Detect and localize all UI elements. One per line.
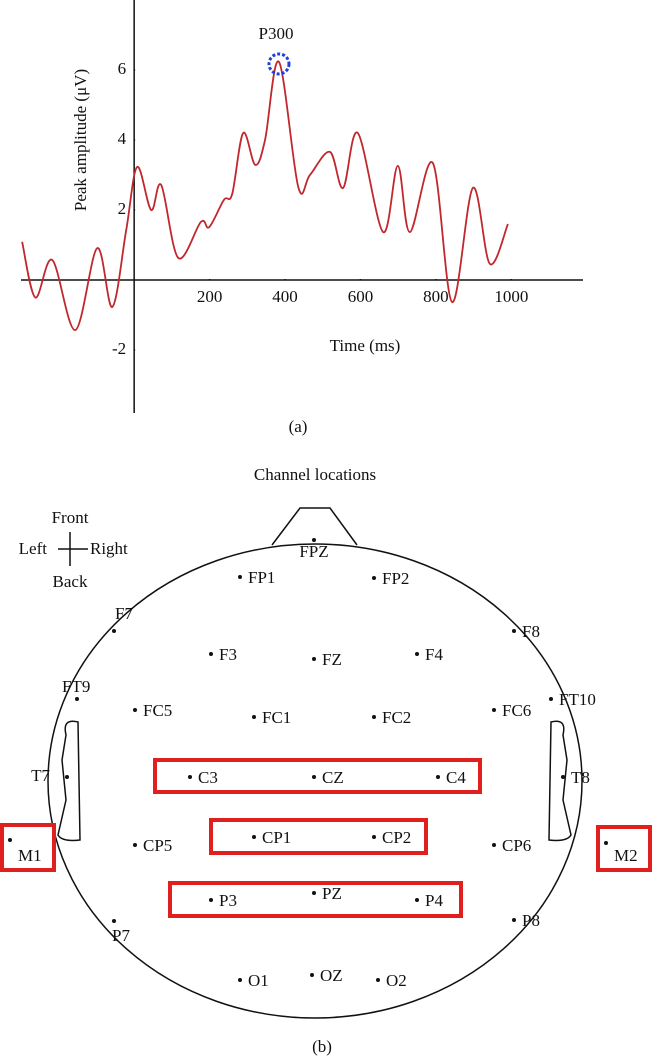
channel-label: T8 <box>571 768 590 787</box>
channel-dot <box>65 775 69 779</box>
channel-dot <box>133 843 137 847</box>
channel-label: F3 <box>219 645 237 664</box>
channel-label: P7 <box>112 926 130 945</box>
channel-label: F8 <box>522 622 540 641</box>
highlight-box <box>153 758 482 794</box>
channel-dot <box>75 697 79 701</box>
highlight-box <box>596 825 652 872</box>
channel-label: CZ <box>322 768 344 787</box>
channel-label: F4 <box>425 645 443 664</box>
highlight-box <box>0 823 56 872</box>
channel-dot <box>252 715 256 719</box>
channel-dot <box>372 576 376 580</box>
compass-label: Right <box>90 539 128 558</box>
channel-label: C4 <box>446 768 466 787</box>
panel-label: (a) <box>289 417 308 436</box>
x-tick-label: 600 <box>348 287 374 306</box>
channel-label: FT10 <box>559 690 596 709</box>
highlight-box <box>168 881 463 918</box>
channel-dot <box>492 843 496 847</box>
x-tick-label: 200 <box>197 287 223 306</box>
channel-dot <box>112 919 116 923</box>
x-tick-label: 800 <box>423 287 449 306</box>
y-axis-label: Peak amplitude (μV) <box>71 69 90 211</box>
channel-dot <box>492 708 496 712</box>
channel-label: CP2 <box>382 828 411 847</box>
channel-dot <box>238 978 242 982</box>
channel-dot <box>209 652 213 656</box>
channel-dot <box>188 775 192 779</box>
y-tick-label: 4 <box>118 129 127 148</box>
channel-label: FP2 <box>382 569 409 588</box>
channel-label: O1 <box>248 971 269 990</box>
channel-dot <box>604 841 608 845</box>
y-tick-label: 6 <box>118 59 127 78</box>
head <box>47 543 583 1019</box>
channel-label: CP5 <box>143 836 172 855</box>
channel-dot <box>238 575 242 579</box>
panel-label: (b) <box>312 1037 332 1056</box>
compass-label: Front <box>52 508 89 527</box>
channel-dot <box>376 978 380 982</box>
channel-dot <box>112 629 116 633</box>
x-tick-label: 400 <box>272 287 298 306</box>
channel-label: P4 <box>425 891 443 910</box>
channel-dot <box>209 898 213 902</box>
channel-label: P3 <box>219 891 237 910</box>
channel-dot <box>312 891 316 895</box>
left-ear <box>57 720 81 842</box>
channel-dot <box>312 775 316 779</box>
channel-label: T7 <box>31 766 50 785</box>
channel-label: P8 <box>522 911 540 930</box>
nose <box>271 507 358 546</box>
channel-label: FC1 <box>262 708 291 727</box>
x-axis-label: Time (ms) <box>330 336 401 355</box>
channel-dot <box>415 898 419 902</box>
channel-dot <box>312 538 316 542</box>
compass-label: Left <box>19 539 48 558</box>
channel-label: F7 <box>115 604 133 623</box>
channel-label: FT9 <box>62 677 90 696</box>
channel-dot <box>372 715 376 719</box>
channel-dot <box>252 835 256 839</box>
channel-dot <box>372 835 376 839</box>
channel-dot <box>512 918 516 922</box>
channel-label: M2 <box>614 846 638 865</box>
right-ear <box>548 720 572 842</box>
channel-label: PZ <box>322 884 342 903</box>
channel-dot <box>549 697 553 701</box>
channel-dot <box>310 973 314 977</box>
channel-dot <box>512 629 516 633</box>
channel-dot <box>561 775 565 779</box>
y-tick-label: 2 <box>118 199 127 218</box>
peak-marker <box>267 52 291 76</box>
channel-label: FZ <box>322 650 342 669</box>
diagram-title: Channel locations <box>254 465 376 484</box>
channel-dot <box>312 657 316 661</box>
channel-label: CP6 <box>502 836 531 855</box>
channel-label: FC2 <box>382 708 411 727</box>
channel-label: O2 <box>386 971 407 990</box>
annotation: P300 <box>259 24 294 43</box>
highlight-box <box>209 818 428 855</box>
channel-label: FPZ <box>299 542 328 561</box>
channel-label: FC5 <box>143 701 172 720</box>
channel-dot <box>415 652 419 656</box>
channel-label: OZ <box>320 966 343 985</box>
channel-label: FC6 <box>502 701 531 720</box>
channel-label: FP1 <box>248 568 275 587</box>
channel-label: C3 <box>198 768 218 787</box>
channel-dot <box>436 775 440 779</box>
channel-dot <box>8 838 12 842</box>
channel-dot <box>133 708 137 712</box>
y-tick-label: -2 <box>112 339 126 358</box>
line <box>21 60 509 331</box>
channel-label: M1 <box>18 846 42 865</box>
compass-label: Back <box>53 572 88 591</box>
x-tick-label: 1000 <box>494 287 528 306</box>
channel-label: CP1 <box>262 828 291 847</box>
